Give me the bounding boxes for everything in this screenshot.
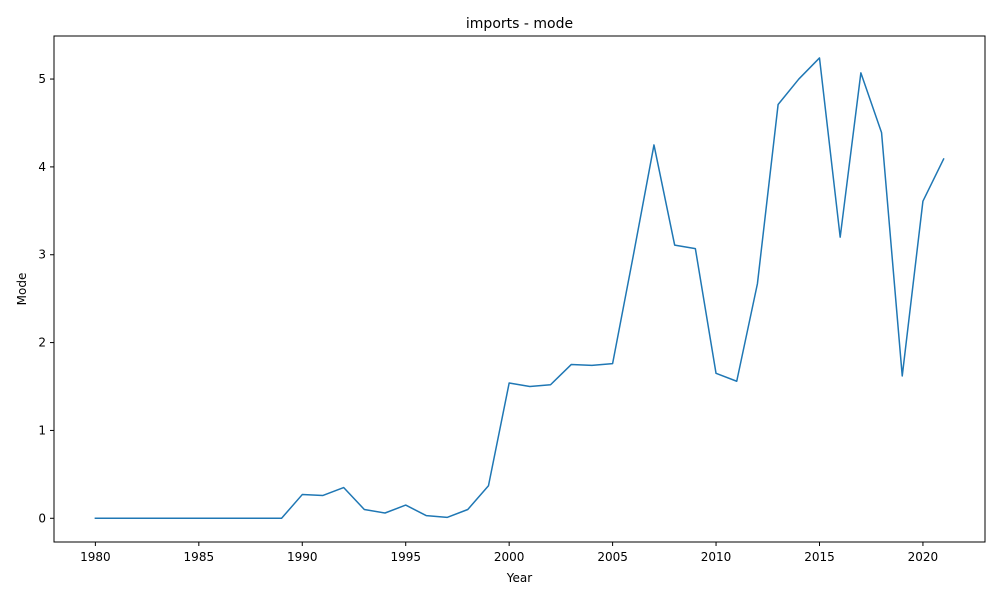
y-tick-label: 4 bbox=[38, 160, 46, 174]
x-tick-label: 1980 bbox=[80, 550, 111, 564]
x-tick-label: 2005 bbox=[597, 550, 628, 564]
x-tick-label: 1985 bbox=[184, 550, 215, 564]
y-axis-ticks: 0 1 2 3 4 5 bbox=[38, 72, 54, 525]
series-layer bbox=[94, 57, 945, 520]
x-axis-ticks: 1980 1985 1990 1995 2000 2005 2010 2015 2020 bbox=[80, 542, 938, 564]
y-tick-label: 1 bbox=[38, 423, 46, 437]
chart-title: imports - mode bbox=[466, 16, 573, 32]
y-tick-label: 0 bbox=[38, 511, 46, 525]
y-tick-label: 5 bbox=[38, 72, 46, 86]
x-tick-label: 2010 bbox=[701, 550, 732, 564]
x-axis-title: Year bbox=[506, 571, 532, 585]
y-axis-title: Mode bbox=[15, 273, 29, 306]
x-tick-label: 2015 bbox=[804, 550, 835, 564]
series-line bbox=[94, 57, 945, 520]
y-tick-label: 3 bbox=[38, 248, 46, 262]
x-tick-label: 2020 bbox=[908, 550, 939, 564]
y-tick-label: 2 bbox=[38, 336, 46, 350]
x-tick-label: 1990 bbox=[287, 550, 318, 564]
x-tick-label: 1995 bbox=[390, 550, 421, 564]
plot-area-frame bbox=[53, 35, 986, 543]
x-tick-label: 2000 bbox=[494, 550, 525, 564]
